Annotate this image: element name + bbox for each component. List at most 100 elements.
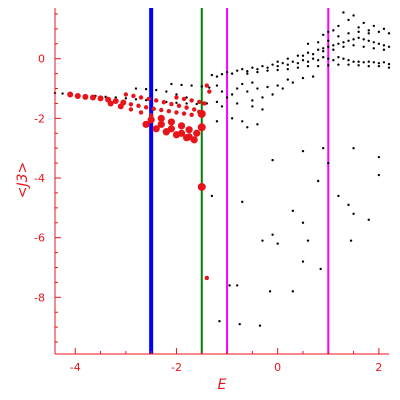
data-point-s0-80 [276,60,279,63]
data-point-s0-128 [367,32,370,35]
data-point-s0-7 [114,96,117,99]
data-point-s0-100 [311,53,315,56]
data-point-s0-22 [175,93,178,96]
data-point-s1-11 [151,106,156,112]
data-point-s0-113 [357,30,360,34]
data-point-s0-108 [306,42,310,45]
data-point-s1-35 [177,122,186,130]
data-point-s0-176 [352,212,355,216]
data-point-s0-75 [347,63,350,66]
data-point-s1-49 [174,95,179,100]
data-point-s0-104 [352,44,355,47]
data-point-s0-114 [367,29,370,32]
data-point-s1-53 [202,101,207,106]
data-point-s0-112 [347,32,350,35]
data-point-s1-16 [189,112,194,117]
data-point-s0-169 [306,239,310,242]
data-point-s0-165 [271,233,274,236]
data-point-s1-30 [128,107,134,112]
data-point-s1-0 [67,91,74,98]
data-point-s0-94 [367,39,370,43]
data-point-s1-43 [190,136,198,144]
data-point-s1-39 [157,120,165,128]
data-point-s1-48 [182,134,191,142]
data-point-s0-34 [235,69,239,72]
data-point-s1-6 [112,98,119,105]
data-point-s1-57 [204,83,210,88]
data-point-s1-56 [197,182,206,191]
data-point-s0-58 [357,60,360,63]
data-point-s0-121 [352,14,355,17]
data-point-s0-65 [246,72,249,75]
data-point-s0-28 [208,86,211,89]
data-point-s0-93 [362,38,365,41]
data-point-s0-33 [230,72,234,75]
data-point-s0-47 [301,58,305,62]
data-point-s0-105 [362,45,365,48]
data-point-s0-37 [251,66,254,69]
data-point-s0-90 [347,39,350,43]
data-point-s0-143 [281,87,284,90]
data-point-s0-186 [322,146,325,150]
data-point-s0-60 [367,60,370,63]
data-point-s0-99 [301,54,305,57]
data-point-s0-19 [144,87,148,91]
data-point-s0-136 [251,99,254,102]
data-point-s0-61 [372,61,376,64]
data-point-s0-32 [225,70,229,74]
data-point-s0-88 [337,42,340,45]
data-point-s0-119 [347,18,350,22]
data-point-s0-44 [286,63,289,66]
data-point-s0-125 [357,26,360,29]
data-point-s1-55 [197,123,206,132]
data-point-s1-60 [162,128,170,136]
vertical-lines [149,8,330,354]
data-point-s0-83 [306,51,310,54]
data-point-s1-19 [138,95,144,100]
data-point-s1-29 [117,103,124,110]
data-point-s0-74 [337,63,340,66]
data-point-s0-137 [251,81,254,84]
data-point-s0-86 [327,45,330,48]
data-point-s1-10 [143,105,149,110]
data-point-s0-71 [306,64,310,68]
data-point-s0-82 [296,54,300,57]
data-point-s0-63 [382,61,386,64]
data-point-s0-56 [347,58,350,62]
data-point-s0-139 [261,96,264,99]
data-point-s0-185 [271,158,274,162]
data-point-s0-41 [271,63,274,66]
data-point-s0-43 [281,61,284,65]
data-point-s0-147 [311,75,315,78]
data-point-s0-70 [296,66,300,69]
data-point-s1-44 [142,120,150,128]
data-point-s0-132 [230,93,234,96]
data-point-s1-28 [107,100,114,107]
data-point-s0-39 [261,64,264,68]
data-point-s0-92 [357,36,360,40]
data-point-s0-26 [190,84,193,87]
y-tick-label: -6 [34,232,45,245]
data-point-s0-96 [377,42,381,45]
axes: -4 -2 0 2 0 -2 -4 -6 -8 [34,8,389,374]
data-point-s0-153 [256,123,259,126]
data-point-s0-8 [124,97,128,100]
data-point-s0-152 [251,105,254,108]
data-point-s0-106 [372,47,376,50]
data-point-s0-148 [215,120,219,123]
data-point-s0-51 [322,56,325,59]
data-point-s0-135 [246,90,249,93]
data-points [53,11,391,327]
data-point-s1-8 [128,102,134,107]
data-point-s0-129 [215,84,219,87]
data-point-s0-101 [322,50,325,53]
data-point-s0-109 [316,41,320,44]
data-point-s1-12 [159,107,164,113]
data-point-s0-107 [382,48,386,51]
data-point-s1-22 [161,100,167,105]
data-point-s0-46 [296,61,300,65]
data-point-s0-130 [220,90,224,93]
data-point-s0-69 [286,67,289,71]
data-point-s0-68 [276,68,279,72]
data-point-s0-31 [220,73,224,76]
